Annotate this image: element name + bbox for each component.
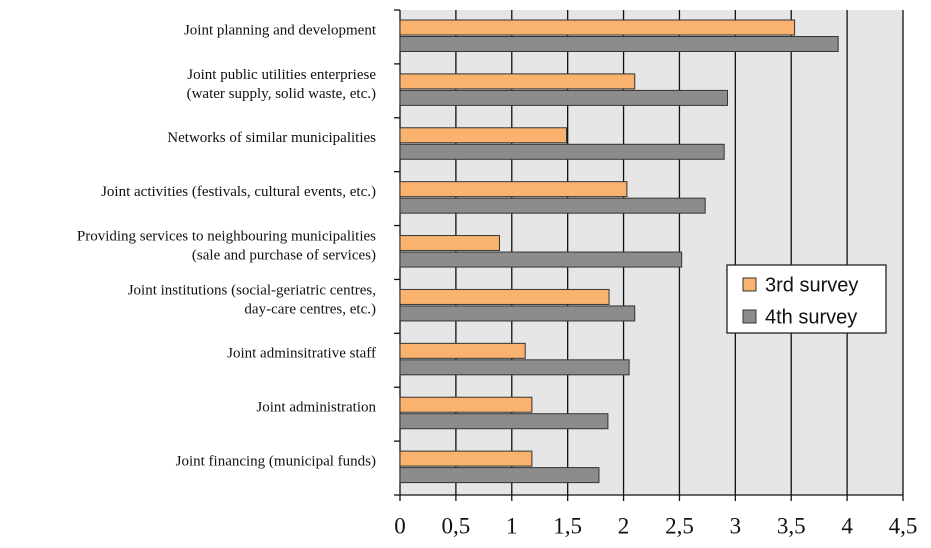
bar [399, 450, 533, 467]
category-label: Providing services to neighbouring munic… [77, 228, 376, 244]
x-tick-label: 4 [841, 513, 853, 538]
bar [399, 197, 706, 214]
bar [399, 305, 636, 322]
bar [399, 467, 600, 484]
x-tick-label: 2 [618, 513, 630, 538]
category-label: Joint public utilities enterpriese [187, 67, 376, 83]
bar [399, 342, 526, 359]
bar [399, 36, 839, 52]
bar [399, 89, 729, 106]
category-label: (sale and purchase of services) [192, 247, 376, 263]
bar [399, 127, 568, 144]
bar [399, 251, 683, 268]
category-label: Joint administration [256, 400, 376, 416]
legend-swatch [742, 277, 757, 292]
bar [399, 181, 628, 198]
x-tick-label: 0,5 [442, 513, 471, 538]
bar [399, 19, 796, 36]
x-tick-label: 4,5 [889, 513, 918, 538]
legend: 3rd survey 4th survey [726, 264, 887, 334]
category-label: Joint planning and development [184, 22, 377, 38]
x-tick-label: 0 [394, 513, 406, 538]
bar [399, 235, 500, 252]
bar [399, 413, 609, 430]
category-label: Networks of similar municipalities [167, 130, 376, 146]
category-label: (water supply, solid waste, etc.) [187, 86, 376, 102]
category-label: day-care centres, etc.) [244, 301, 376, 317]
category-label: Joint adminsitrative staff [227, 346, 376, 362]
x-tick-label: 1,5 [553, 513, 582, 538]
category-label: Joint activities (festivals, cultural ev… [101, 184, 376, 200]
x-tick-label: 3 [730, 513, 742, 538]
category-label: Joint institutions (social-geriatric cen… [128, 282, 376, 298]
x-tick-label: 1 [506, 513, 518, 538]
bar [399, 396, 533, 413]
x-tick-label: 2,5 [665, 513, 694, 538]
x-tick-label: 3,5 [777, 513, 806, 538]
bar [399, 73, 636, 90]
legend-label: 3rd survey [765, 274, 858, 296]
category-label: Joint financing (municipal funds) [176, 453, 376, 469]
legend-swatch [742, 309, 757, 324]
bar [399, 143, 725, 160]
legend-label: 4th survey [765, 306, 857, 328]
bar [399, 288, 610, 305]
bar [399, 359, 630, 376]
